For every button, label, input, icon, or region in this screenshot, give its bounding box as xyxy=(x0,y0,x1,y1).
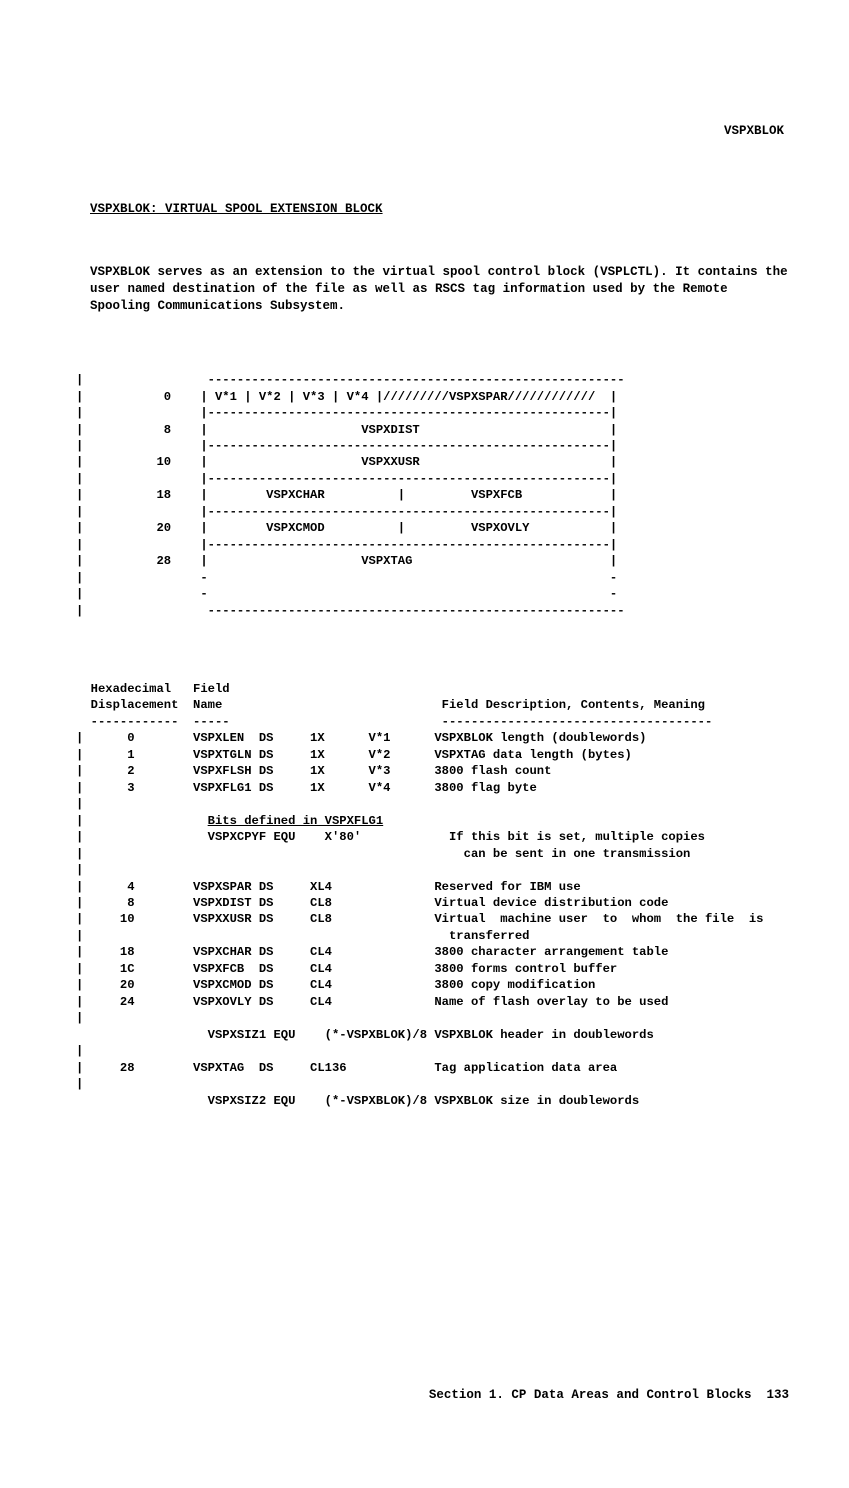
footer-page: 133 xyxy=(766,1388,789,1402)
section-title-line: VSPXBLOK: VIRTUAL SPOOL EXTENSION BLOCK xyxy=(90,201,789,218)
field-table: Hexadecimal Field Displacement Name Fiel… xyxy=(76,681,789,1109)
footer-section: Section 1. CP Data Areas and Control Blo… xyxy=(429,1388,752,1402)
running-header: VSPXBLOK xyxy=(90,123,789,140)
section-title: VSPXBLOK: VIRTUAL SPOOL EXTENSION BLOCK xyxy=(90,202,383,216)
page-footer: Section 1. CP Data Areas and Control Blo… xyxy=(90,1387,789,1404)
block-layout-diagram: | --------------------------------------… xyxy=(76,372,789,619)
intro-paragraph: VSPXBLOK serves as an extension to the v… xyxy=(90,264,789,315)
